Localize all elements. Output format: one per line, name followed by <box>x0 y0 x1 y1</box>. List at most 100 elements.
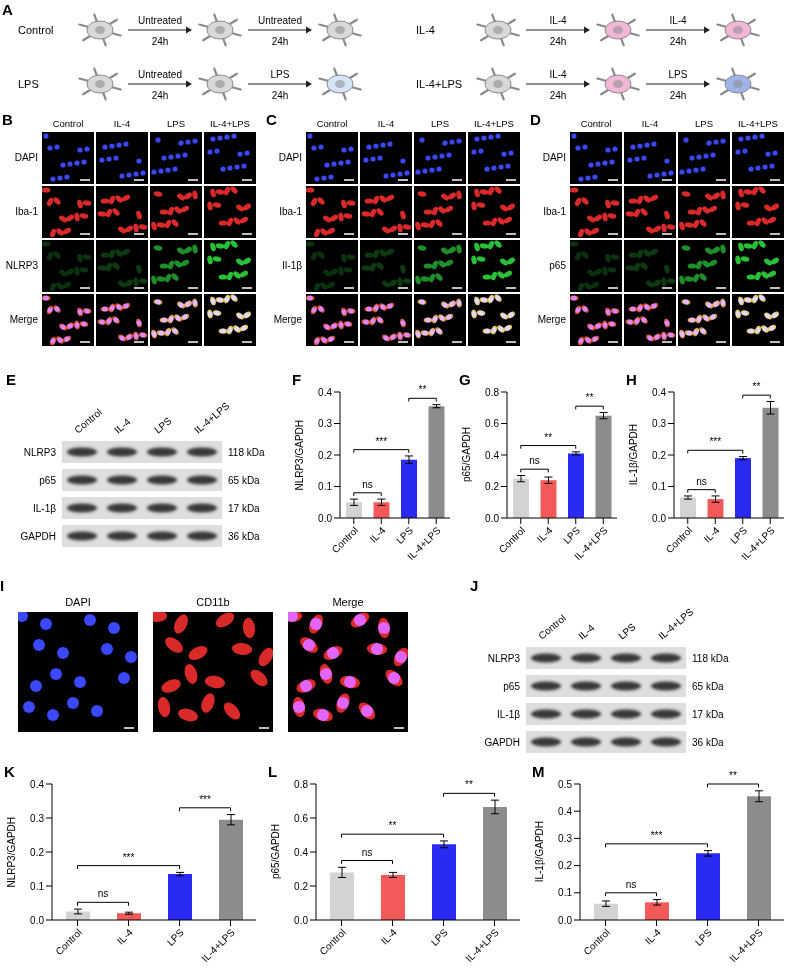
svg-text:IL-4+LPS: IL-4+LPS <box>656 606 695 642</box>
svg-text:LPS: LPS <box>167 118 185 129</box>
svg-text:IL-4: IL-4 <box>702 524 722 544</box>
svg-text:Control: Control <box>581 118 612 129</box>
svg-text:Control: Control <box>536 612 568 641</box>
svg-text:IL-4: IL-4 <box>549 15 567 26</box>
svg-text:LPS: LPS <box>669 69 688 80</box>
svg-text:IL-4+LPS: IL-4+LPS <box>727 926 765 964</box>
svg-text:LPS: LPS <box>18 78 39 90</box>
svg-text:0.0: 0.0 <box>294 915 308 926</box>
svg-text:24h: 24h <box>550 90 567 101</box>
svg-text:IL-4+LPS: IL-4+LPS <box>739 524 777 562</box>
svg-text:0.2: 0.2 <box>485 481 499 492</box>
svg-text:LPS: LPS <box>561 524 582 545</box>
svg-text:Control: Control <box>72 406 104 435</box>
svg-text:IL-4: IL-4 <box>112 416 133 436</box>
svg-text:Iba-1: Iba-1 <box>279 206 302 217</box>
svg-text:IL-4+LPS: IL-4+LPS <box>474 118 514 129</box>
svg-text:GAPDH: GAPDH <box>20 531 56 542</box>
svg-text:p65: p65 <box>549 260 566 271</box>
svg-text:Untreated: Untreated <box>258 15 302 26</box>
svg-text:0.3: 0.3 <box>652 418 666 429</box>
svg-text:IL-4: IL-4 <box>368 524 388 544</box>
svg-text:118 kDa: 118 kDa <box>228 447 265 458</box>
svg-text:0.0: 0.0 <box>558 915 572 926</box>
svg-text:17 kDa: 17 kDa <box>228 503 260 514</box>
svg-text:CD11b: CD11b <box>196 596 229 608</box>
svg-text:IL-4: IL-4 <box>549 69 567 80</box>
svg-text:0.3: 0.3 <box>318 418 332 429</box>
svg-text:0.2: 0.2 <box>294 881 308 892</box>
svg-text:ns: ns <box>362 479 373 490</box>
svg-text:65 kDa: 65 kDa <box>692 681 724 692</box>
svg-text:NLRP3: NLRP3 <box>6 260 39 271</box>
svg-text:DAPI: DAPI <box>15 152 38 163</box>
svg-text:0.1: 0.1 <box>652 481 666 492</box>
svg-text:Control: Control <box>53 118 84 129</box>
svg-text:0.8: 0.8 <box>294 779 308 790</box>
svg-text:0.4: 0.4 <box>30 779 44 790</box>
svg-text:Control: Control <box>18 24 53 36</box>
svg-text:Merge: Merge <box>332 596 363 608</box>
svg-text:Control: Control <box>497 525 528 556</box>
svg-text:IL-4: IL-4 <box>379 926 399 946</box>
svg-text:24h: 24h <box>152 90 169 101</box>
svg-text:IL-1β: IL-1β <box>33 503 56 514</box>
svg-text:***: *** <box>123 852 135 863</box>
svg-text:IL-4+LPS: IL-4+LPS <box>416 78 462 90</box>
svg-text:p65: p65 <box>503 681 520 692</box>
svg-text:ns: ns <box>362 847 373 858</box>
svg-text:0.8: 0.8 <box>485 387 499 398</box>
svg-text:65 kDa: 65 kDa <box>228 475 260 486</box>
svg-text:ns: ns <box>98 888 109 899</box>
svg-text:0.3: 0.3 <box>558 833 572 844</box>
svg-text:24h: 24h <box>670 36 687 47</box>
svg-text:24h: 24h <box>670 90 687 101</box>
svg-text:IL-4+LPS: IL-4+LPS <box>738 118 778 129</box>
svg-text:Iba-1: Iba-1 <box>543 206 566 217</box>
svg-text:IL-4+LPS: IL-4+LPS <box>210 118 250 129</box>
svg-text:24h: 24h <box>272 90 289 101</box>
svg-text:***: *** <box>709 436 721 447</box>
svg-text:Control: Control <box>53 927 84 958</box>
svg-text:NLRP3: NLRP3 <box>24 447 57 458</box>
svg-text:0.0: 0.0 <box>30 915 44 926</box>
svg-text:0.4: 0.4 <box>485 450 499 461</box>
svg-text:0.2: 0.2 <box>318 450 332 461</box>
svg-text:DAPI: DAPI <box>279 152 302 163</box>
svg-text:IL-4: IL-4 <box>669 15 687 26</box>
svg-text:***: *** <box>651 830 663 841</box>
svg-text:Merge: Merge <box>538 314 567 325</box>
svg-text:IL-4+LPS: IL-4+LPS <box>572 524 610 562</box>
svg-text:ns: ns <box>696 476 707 487</box>
svg-text:0.4: 0.4 <box>652 387 666 398</box>
svg-text:0.5: 0.5 <box>558 779 572 790</box>
svg-text:ns: ns <box>529 455 540 466</box>
svg-text:DAPI: DAPI <box>65 596 91 608</box>
svg-text:0.4: 0.4 <box>318 387 332 398</box>
svg-text:24h: 24h <box>152 36 169 47</box>
svg-text:IL-4+LPS: IL-4+LPS <box>463 926 501 964</box>
svg-text:0.1: 0.1 <box>318 481 332 492</box>
svg-text:IL-4: IL-4 <box>643 926 663 946</box>
svg-text:IL-4+LPS: IL-4+LPS <box>199 926 237 964</box>
svg-text:**: ** <box>753 381 761 392</box>
svg-text:LPS: LPS <box>394 524 415 545</box>
svg-text:0.4: 0.4 <box>294 847 308 858</box>
svg-text:**: ** <box>544 432 552 443</box>
svg-text:Iba-1: Iba-1 <box>15 206 38 217</box>
svg-text:IL-4: IL-4 <box>642 118 658 129</box>
svg-text:0.2: 0.2 <box>30 847 44 858</box>
svg-text:DAPI: DAPI <box>543 152 566 163</box>
svg-text:36 kDa: 36 kDa <box>692 737 724 748</box>
svg-text:0.1: 0.1 <box>558 887 572 898</box>
svg-text:Control: Control <box>317 927 348 958</box>
svg-text:IL-4: IL-4 <box>378 118 394 129</box>
svg-text:***: *** <box>199 794 211 805</box>
svg-text:0.0: 0.0 <box>652 513 666 524</box>
svg-text:Control: Control <box>330 525 361 556</box>
svg-text:0.3: 0.3 <box>30 813 44 824</box>
svg-text:0.2: 0.2 <box>652 450 666 461</box>
svg-text:**: ** <box>389 820 397 831</box>
svg-text:Untreated: Untreated <box>138 15 182 26</box>
svg-text:36 kDa: 36 kDa <box>228 531 260 542</box>
